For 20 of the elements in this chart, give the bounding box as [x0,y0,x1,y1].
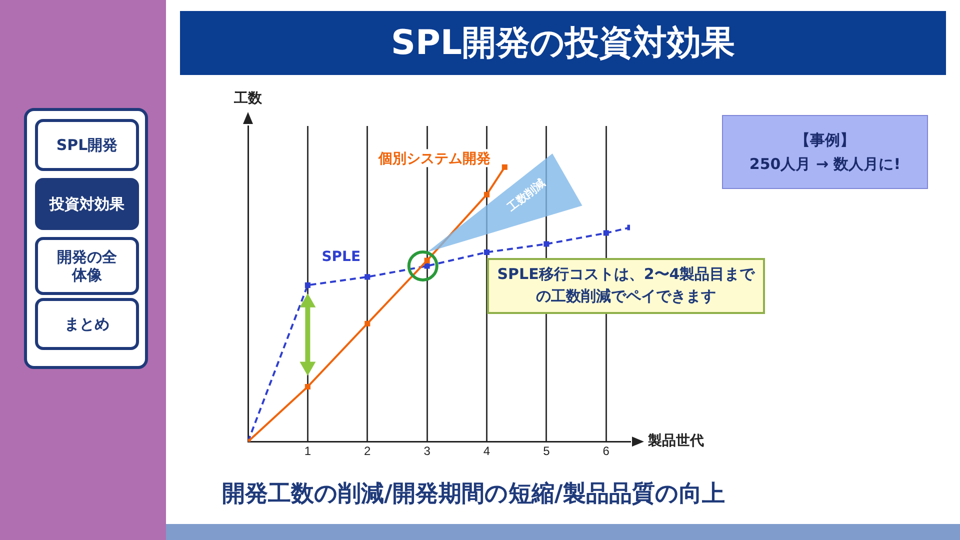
series-label: 個別システム開発 [378,151,491,168]
x-tick-label: 4 [483,444,490,458]
series-label: SPLE [322,249,361,266]
text: 開発工数の削減/開発期間の短縮/製品品質の向上 [222,480,725,509]
x-tick-label: 3 [424,444,431,458]
x-tick-label: 5 [543,444,550,458]
text: 投資対効果 [35,178,139,230]
chart-title: SPL開発の投資対効果 [180,11,946,75]
text: 【事例】 [794,130,856,151]
x-axis-title: 製品世代 [647,433,704,450]
annotation: SPLE移行コストは、2〜4製品目までの工数削減でペイできます [487,258,765,314]
y-axis-title: 工数 [233,90,263,107]
text: 250人月 → 数人月に! [748,154,902,175]
text: まとめ [35,298,139,350]
x-tick-label: 2 [364,444,372,458]
x-tick-label: 1 [304,444,312,458]
x-tick-label: 6 [602,444,610,458]
annotation: 工数削減 [504,176,548,214]
text: 開発の全体像 [35,237,139,295]
text: SPL開発 [35,119,139,171]
